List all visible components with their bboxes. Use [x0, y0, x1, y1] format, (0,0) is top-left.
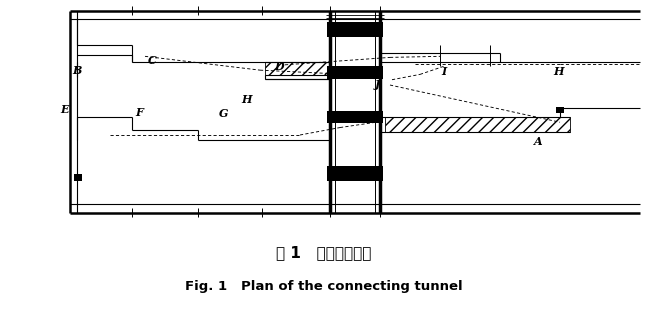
Text: Fig. 1   Plan of the connecting tunnel: Fig. 1 Plan of the connecting tunnel [185, 280, 463, 293]
Bar [556, 107, 564, 113]
Bar [74, 175, 82, 181]
Text: J: J [375, 79, 380, 90]
Text: E: E [60, 104, 69, 115]
Bar [327, 166, 383, 181]
Text: G: G [219, 108, 228, 119]
Text: H: H [553, 66, 564, 77]
Text: B: B [72, 65, 81, 76]
Bar [327, 111, 383, 123]
Bar [327, 66, 383, 79]
Text: 图 1   渡线隧道平面: 图 1 渡线隧道平面 [276, 245, 372, 260]
Bar [327, 22, 383, 37]
Bar [385, 117, 570, 132]
Bar [74, 174, 82, 181]
Text: D: D [274, 61, 283, 73]
Bar [265, 62, 330, 75]
Text: F: F [135, 107, 143, 118]
Text: A: A [533, 136, 542, 147]
Text: C: C [148, 55, 157, 66]
Text: H: H [241, 94, 251, 105]
Text: I: I [441, 66, 446, 77]
